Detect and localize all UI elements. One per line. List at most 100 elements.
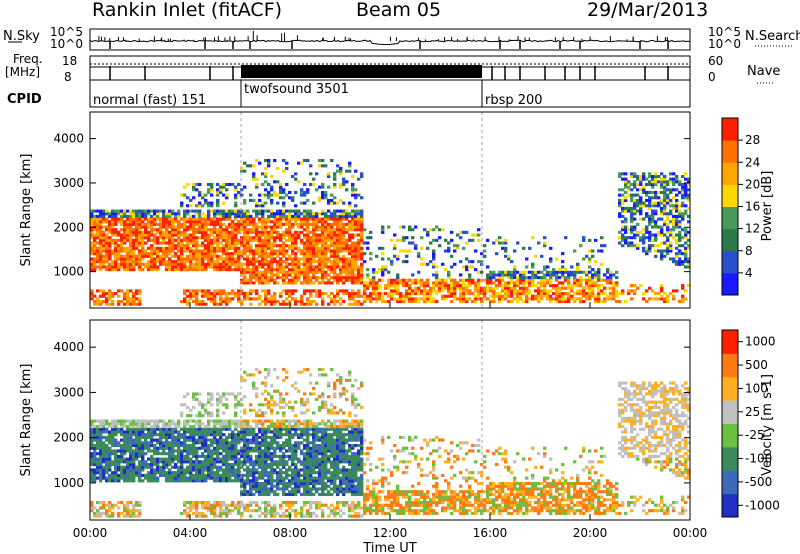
- power-cell: [204, 217, 208, 221]
- power-cell: [285, 182, 289, 187]
- power-cell: [237, 220, 241, 224]
- velocity-cell: [180, 452, 184, 456]
- power-cell: [303, 249, 307, 253]
- velocity-cell: [168, 433, 172, 437]
- power-cell: [135, 209, 139, 213]
- power-cell: [219, 246, 223, 250]
- power-cell: [162, 220, 166, 224]
- power-cell: [444, 297, 448, 301]
- power-cell: [618, 198, 622, 202]
- power-cell: [213, 268, 217, 272]
- power-cell: [129, 244, 133, 248]
- power-cell: [285, 262, 289, 266]
- power-cell: [318, 254, 322, 258]
- power-cell: [324, 262, 328, 266]
- power-cell: [180, 233, 184, 237]
- power-cell: [333, 220, 337, 224]
- power-cell: [660, 233, 664, 237]
- velocity-cell: [201, 479, 205, 483]
- power-cell: [504, 286, 508, 290]
- velocity-cell: [126, 460, 130, 464]
- power-cell: [288, 281, 292, 285]
- power-cell: [678, 222, 682, 226]
- power-cell: [348, 164, 352, 168]
- power-cell: [588, 284, 592, 288]
- power-cell: [621, 209, 625, 213]
- power-cell: [510, 289, 514, 293]
- velocity-cell: [186, 511, 190, 515]
- power-cell: [150, 225, 154, 229]
- power-cell: [222, 212, 226, 216]
- velocity-cell: [135, 509, 139, 513]
- power-cell: [330, 260, 334, 264]
- power-cell: [408, 278, 412, 282]
- power-cell: [639, 212, 643, 216]
- power-cell: [672, 177, 676, 181]
- power-cell: [306, 214, 310, 218]
- power-cell: [402, 238, 406, 242]
- power-cell: [276, 225, 280, 229]
- power-cell: [303, 254, 307, 258]
- power-cell: [345, 209, 349, 213]
- power-cell: [129, 249, 133, 253]
- power-cell: [657, 201, 661, 205]
- velocity-cell: [186, 414, 190, 418]
- power-cell: [333, 252, 337, 256]
- power-cell: [645, 190, 649, 194]
- power-cell: [123, 209, 127, 213]
- velocity-cell: [186, 392, 190, 396]
- power-cell: [507, 284, 511, 288]
- velocity-cell: [99, 457, 103, 461]
- velocity-cell: [102, 506, 106, 510]
- power-cell: [249, 217, 253, 221]
- power-cell: [246, 236, 250, 240]
- power-cell: [159, 262, 163, 266]
- power-cell: [366, 236, 370, 240]
- power-cell: [477, 270, 481, 274]
- power-cell: [135, 225, 139, 229]
- power-cell: [570, 297, 574, 301]
- power-cell: [540, 270, 544, 274]
- power-cell: [591, 294, 595, 298]
- power-cell: [597, 284, 601, 288]
- power-cell: [240, 289, 244, 293]
- power-cell: [483, 254, 487, 258]
- power-cell: [201, 262, 205, 266]
- velocity-cell: [192, 476, 196, 480]
- power-cell: [324, 236, 328, 240]
- velocity-cell: [135, 471, 139, 475]
- power-cell: [387, 257, 391, 261]
- power-cell: [108, 244, 112, 248]
- power-cell: [357, 214, 361, 218]
- power-cell: [219, 294, 223, 298]
- power-cell: [663, 204, 667, 208]
- velocity-cell: [168, 460, 172, 464]
- power-cell: [279, 188, 283, 192]
- power-cell: [252, 198, 256, 202]
- velocity-cell: [213, 435, 217, 439]
- power-cell: [291, 281, 295, 285]
- power-cell: [315, 289, 319, 293]
- power-cell: [339, 212, 343, 216]
- velocity-cell: [213, 462, 217, 467]
- velocity-cell: [150, 424, 154, 429]
- power-cell: [210, 193, 214, 197]
- velocity-cell: [189, 465, 193, 469]
- power-cell: [282, 196, 286, 200]
- power-cell: [621, 188, 625, 192]
- power-cell: [177, 257, 181, 261]
- power-cell: [375, 286, 379, 290]
- power-cell: [468, 276, 472, 280]
- power-cell: [195, 209, 199, 213]
- power-cell: [282, 190, 286, 194]
- power-cell: [297, 236, 301, 240]
- power-cell: [459, 236, 463, 240]
- velocity-cell: [183, 441, 187, 445]
- velocity-cell: [180, 471, 184, 475]
- power-cell: [306, 244, 310, 248]
- velocity-cell: [102, 446, 106, 450]
- velocity-cell: [138, 509, 142, 513]
- power-cell: [204, 289, 208, 293]
- power-cell: [198, 262, 202, 266]
- power-cell: [348, 252, 352, 256]
